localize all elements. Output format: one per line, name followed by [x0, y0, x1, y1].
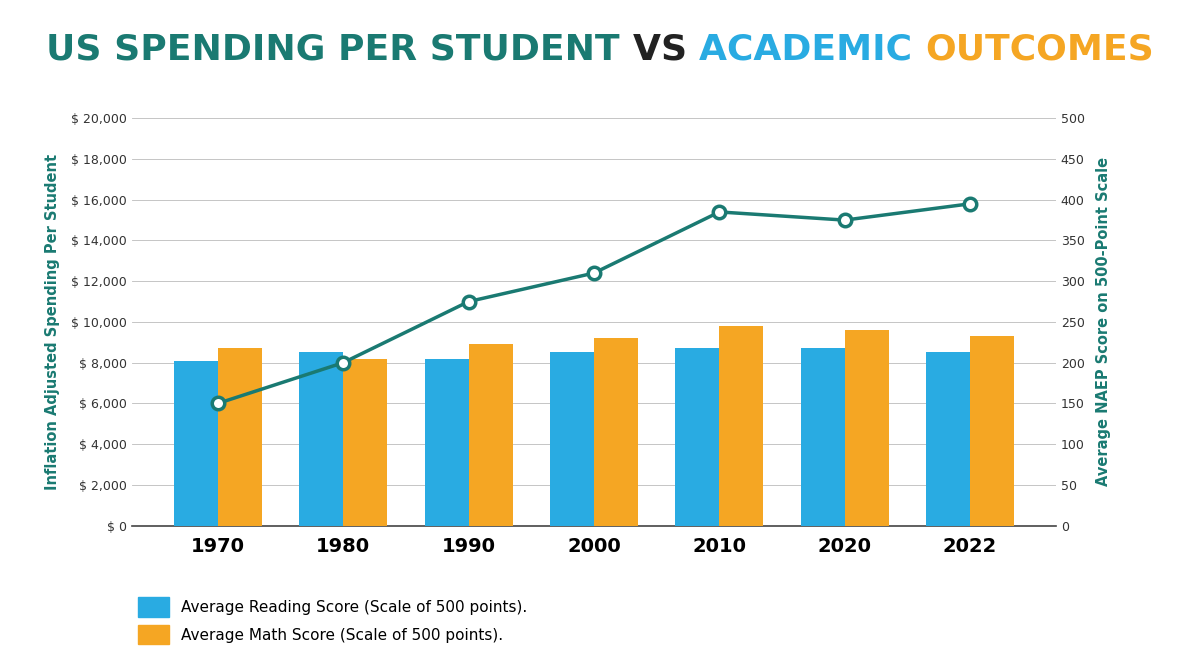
- Text: US SPENDING PER STUDENT: US SPENDING PER STUDENT: [47, 32, 632, 66]
- Y-axis label: Inflation Adjusted Spending Per Student: Inflation Adjusted Spending Per Student: [46, 154, 60, 490]
- Bar: [299, 352, 343, 526]
- Bar: [550, 352, 594, 526]
- Bar: [218, 348, 262, 526]
- Text: OUTCOMES: OUTCOMES: [925, 32, 1153, 66]
- Bar: [343, 359, 388, 526]
- Bar: [970, 336, 1014, 526]
- Text: VS: VS: [632, 32, 700, 66]
- Text: ACADEMIC: ACADEMIC: [700, 32, 925, 66]
- Bar: [676, 348, 719, 526]
- Bar: [469, 344, 512, 526]
- Legend: Average Reading Score (Scale of 500 points)., Average Math Score (Scale of 500 p: Average Reading Score (Scale of 500 poin…: [132, 591, 533, 650]
- Bar: [594, 338, 638, 526]
- Bar: [845, 330, 889, 526]
- Bar: [800, 348, 845, 526]
- Bar: [425, 359, 469, 526]
- Bar: [719, 326, 763, 526]
- Y-axis label: Average NAEP Score on 500-Point Scale: Average NAEP Score on 500-Point Scale: [1096, 158, 1111, 486]
- Bar: [926, 352, 970, 526]
- Bar: [174, 361, 218, 526]
